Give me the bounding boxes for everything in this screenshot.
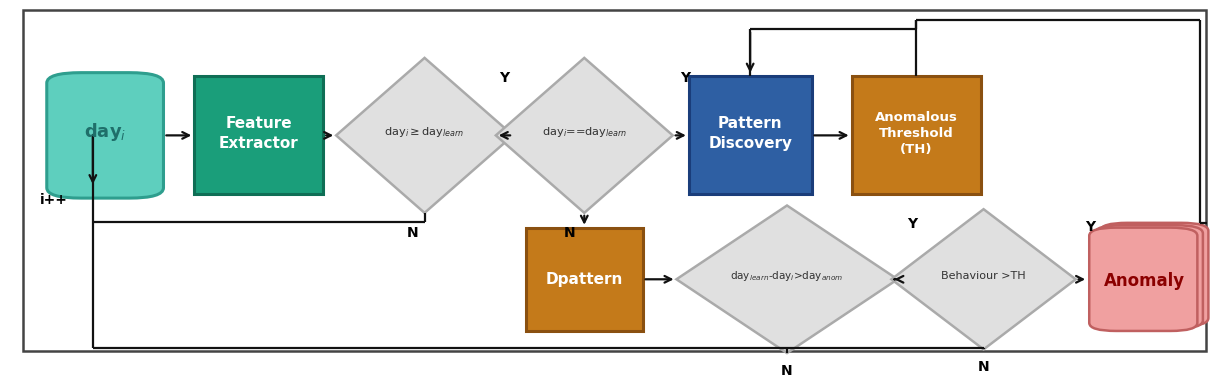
FancyBboxPatch shape [1101,223,1208,326]
Text: day$_i$: day$_i$ [84,122,127,143]
Text: N: N [978,361,989,374]
Text: Behaviour >TH: Behaviour >TH [941,271,1026,281]
Text: Y: Y [1085,220,1096,234]
Text: Y: Y [908,217,918,231]
Text: day$_i$==day$_{learn}$: day$_i$==day$_{learn}$ [541,125,627,139]
Text: day$_i$$\geq$day$_{learn}$: day$_i$$\geq$day$_{learn}$ [385,125,465,139]
Text: Y: Y [499,71,509,85]
Text: Y: Y [680,71,690,85]
FancyBboxPatch shape [1095,225,1203,329]
Text: Dpattern: Dpattern [546,272,622,287]
Bar [851,76,980,195]
FancyBboxPatch shape [47,73,164,198]
Text: N: N [406,226,418,240]
Bar [526,228,642,331]
Polygon shape [676,206,898,353]
Bar [689,76,812,195]
Polygon shape [496,58,673,213]
Text: Anomaly: Anomaly [1105,272,1184,290]
Text: N: N [781,364,793,378]
Text: i++: i++ [39,193,68,207]
Text: Feature
Extractor: Feature Extractor [219,116,299,150]
Bar [194,76,323,195]
Text: Pattern
Discovery: Pattern Discovery [708,116,792,150]
Polygon shape [892,209,1076,349]
FancyBboxPatch shape [1090,228,1197,331]
Polygon shape [336,58,513,213]
Text: day$_{learn}$-day$_i$>day$_{anom}$: day$_{learn}$-day$_i$>day$_{anom}$ [731,269,844,283]
Text: N: N [563,226,576,240]
Text: Anomalous
Threshold
(TH): Anomalous Threshold (TH) [875,111,957,156]
